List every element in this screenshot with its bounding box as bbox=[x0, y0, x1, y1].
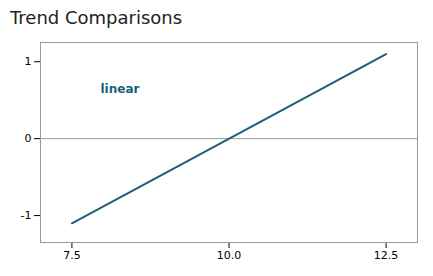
svg-text:linear: linear bbox=[101, 82, 140, 96]
svg-text:10.0: 10.0 bbox=[217, 249, 242, 262]
svg-text:-1: -1 bbox=[21, 209, 32, 222]
svg-text:1: 1 bbox=[25, 55, 32, 68]
svg-text:7.5: 7.5 bbox=[63, 249, 81, 262]
svg-text:12.5: 12.5 bbox=[374, 249, 399, 262]
svg-text:0: 0 bbox=[25, 132, 32, 145]
html-text:Trend Comparisons: Trend Comparisons bbox=[10, 7, 183, 28]
